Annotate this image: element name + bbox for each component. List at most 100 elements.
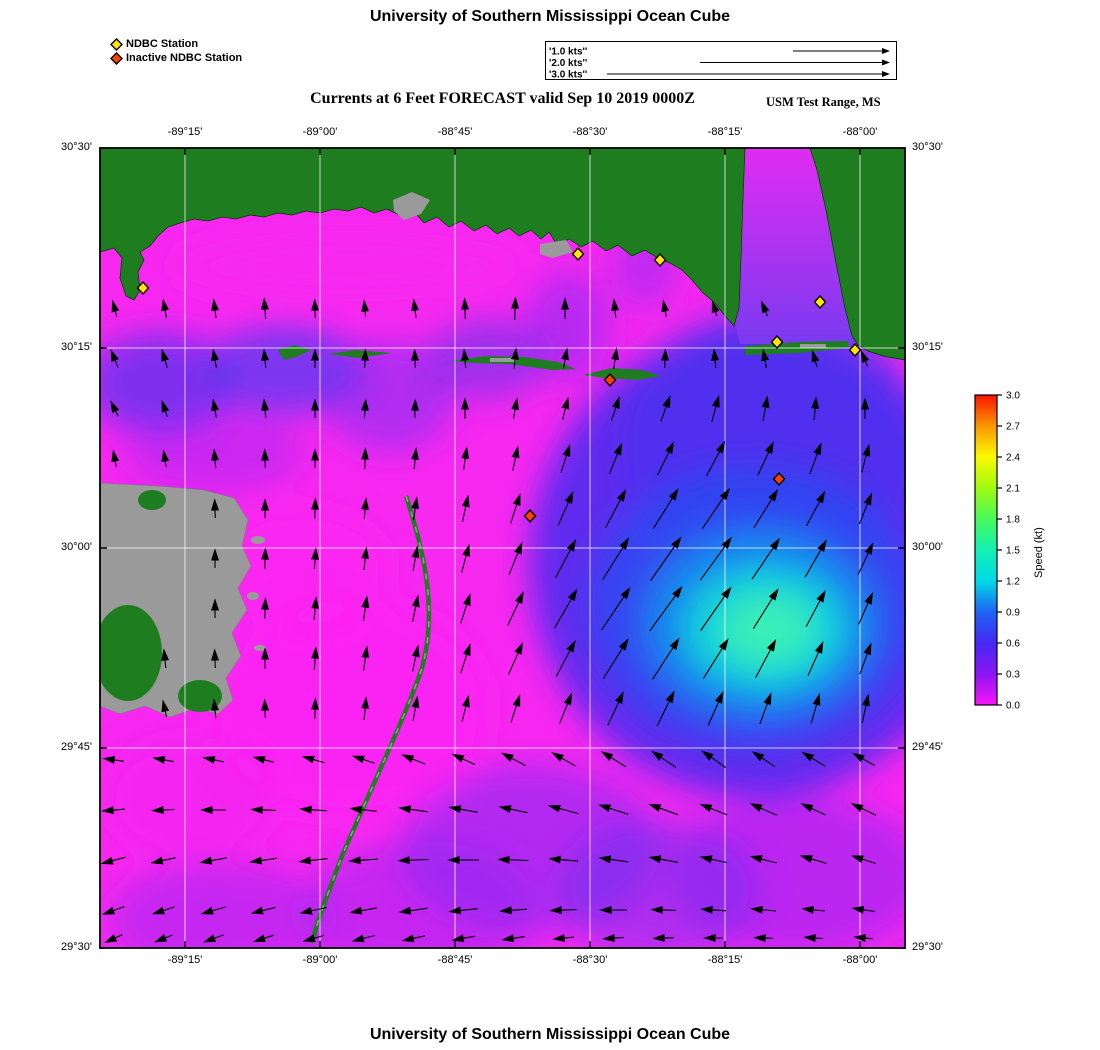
legend-item: NDBC Station [110,37,242,51]
current-arrow [752,588,779,629]
colorbar-tick-label: 0.9 [1006,608,1020,619]
current-arrow [104,934,123,943]
current-arrow [807,640,824,676]
current-arrow [611,347,619,369]
current-arrow [451,934,475,943]
current-arrow [561,396,570,420]
current-arrow [602,638,629,679]
current-arrow [252,756,274,764]
current-arrow [711,348,719,369]
current-arrow [311,596,320,621]
page-title: University of Southern Mississippi Ocean… [369,8,731,25]
current-arrow [811,396,820,421]
forecast-subtitle: Currents at 6 Feet FORECAST valid Sep 10… [310,90,695,107]
current-arrow [361,696,370,721]
current-arrow [549,906,578,915]
range-label: USM Test Range, MS [766,95,881,109]
lat-tick-label-right: 30°30' [912,141,943,153]
barrier-island-cat [278,345,311,360]
current-arrow [700,586,732,631]
mainland-land [100,148,746,327]
current-arrow [554,588,578,629]
current-arrow [558,692,573,725]
current-arrow [211,398,220,418]
current-arrow [311,646,320,671]
current-arrow [806,490,826,527]
current-arrow [660,395,671,422]
current-arrow [461,297,469,320]
marsh-green-patch [138,490,166,510]
lon-tick-label-bottom: -88°45' [437,954,473,966]
current-arrow [411,695,420,721]
lon-tick-label-bottom: -88°15' [707,954,743,966]
current-arrow [850,803,877,816]
current-arrow [657,441,675,476]
current-arrow [411,644,420,672]
current-arrow [348,856,379,865]
current-arrow [701,750,726,768]
current-arrow [460,643,471,674]
colorbar-tick-label: 3.0 [1006,391,1020,402]
current-arrow [311,497,319,520]
current-arrow [859,642,872,675]
current-arrow [699,803,728,816]
current-arrow [361,299,370,318]
lat-tick-label-right: 29°30' [912,941,943,953]
current-arrow [648,803,679,816]
current-arrow [100,856,126,865]
current-arrow [250,805,277,814]
current-arrow [150,856,176,865]
colorbar-tick-label: 2.4 [1006,453,1020,464]
current-arrow [161,699,170,717]
current-arrow [349,805,377,814]
current-arrow [611,298,619,319]
current-arrow [809,442,822,475]
current-arrow [598,804,629,815]
marsh-green-patch [178,680,222,712]
current-arrow [301,755,325,764]
current-arrow [861,397,869,419]
current-arrow [511,445,520,471]
lon-tick-label-bottom: -88°00' [842,954,878,966]
ndbc-station-marker [813,294,827,310]
ndbc-station-marker [848,342,862,358]
current-arrow [102,906,125,915]
lon-tick-label-bottom: -89°15' [167,954,203,966]
current-arrow [261,647,269,669]
legend-item: Inactive NDBC Station [110,51,242,65]
current-arrow [511,296,520,321]
current-arrow [261,348,269,369]
current-arrow [699,855,727,864]
current-arrow [508,541,523,576]
current-arrow [661,299,670,317]
current-arrow [111,299,120,317]
current-arrow [200,806,226,814]
current-arrow [101,806,126,815]
frame-ticks [100,147,905,949]
current-arrow [598,855,628,864]
current-arrow [298,856,328,865]
current-arrow [151,806,176,815]
current-arrow [707,690,724,726]
current-arrow [361,497,370,520]
current-arrow [211,598,219,618]
colorbar: 3.0 2.7 2.4 2.1 1.8 1.5 1.2 0.9 0.6 0.3 0.0 [973,390,1043,725]
current-arrow [652,637,680,680]
current-arrow [361,546,370,570]
current-arrow [102,756,124,764]
current-arrow [703,934,723,942]
current-arrow [411,594,420,622]
current-arrow [451,753,476,766]
current-arrow [850,855,876,864]
lat-tick-label-right: 30°15' [912,341,943,353]
lon-tick-label-top: -89°15' [167,126,203,138]
lon-tick-label-top: -88°30' [572,126,608,138]
current-arrow [611,395,620,421]
colorbar-tick-label: 0.6 [1006,639,1020,650]
map [99,147,906,949]
current-arrow [507,591,524,626]
current-arrows [100,296,877,943]
current-arrow [511,347,520,370]
scale-entry-label: '3.0 kts'' [549,70,587,80]
